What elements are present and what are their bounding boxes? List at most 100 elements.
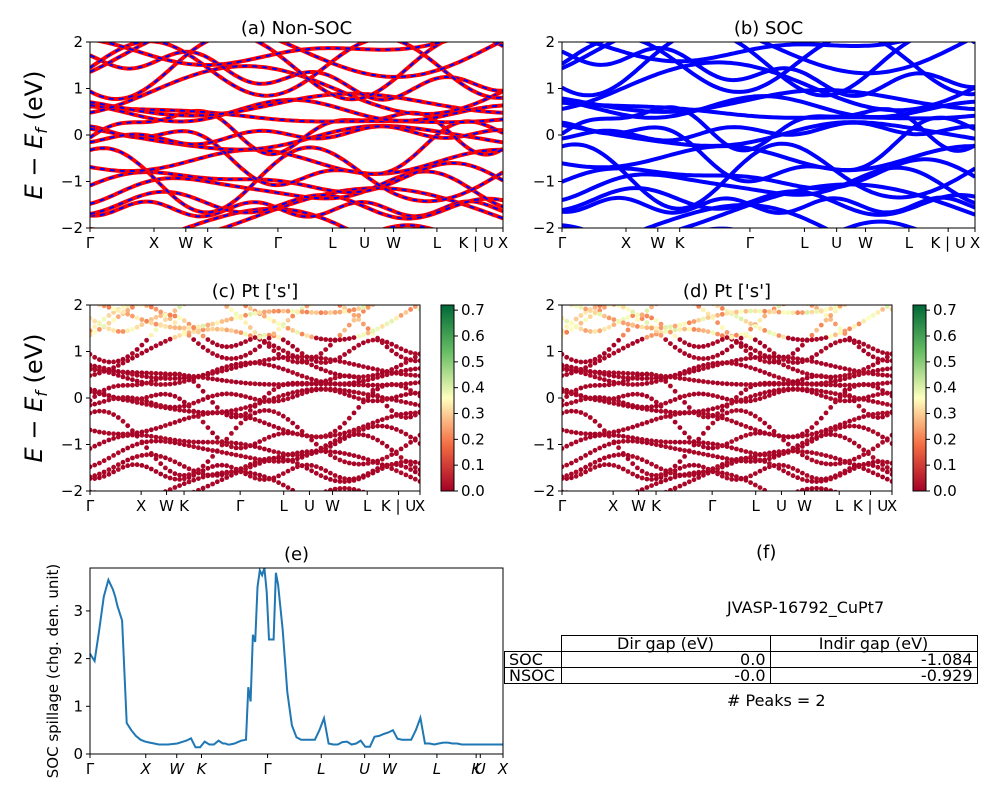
band-point (649, 404, 654, 410)
band-point (842, 387, 848, 393)
band-point (408, 357, 413, 363)
band-point (106, 471, 112, 477)
band-point (593, 505, 598, 510)
band-point (337, 359, 343, 364)
band-point (630, 341, 636, 346)
band-point (635, 376, 640, 381)
c-xtick-label: L (280, 497, 289, 515)
band-point (200, 419, 206, 425)
band-point (616, 337, 621, 343)
band-point (578, 385, 584, 391)
band-point (276, 355, 281, 361)
band-point (583, 365, 588, 370)
band-point (412, 358, 418, 364)
band-point (705, 329, 711, 334)
a-ytick-label: 1 (73, 80, 83, 98)
band-point (271, 387, 277, 393)
band-point (658, 415, 664, 421)
band-point (92, 401, 98, 407)
band-point (856, 344, 862, 350)
band-point (635, 317, 640, 323)
band-point (247, 443, 253, 449)
band-point (734, 398, 739, 404)
band-point (719, 381, 725, 386)
band-point (785, 364, 791, 370)
band-point (313, 359, 319, 364)
band-point (92, 329, 98, 335)
band-point (375, 437, 380, 443)
band-point (304, 375, 310, 380)
band-point (304, 452, 310, 457)
band-point (408, 381, 413, 386)
band-point (880, 350, 885, 355)
band-point (111, 384, 116, 389)
band-point (663, 498, 668, 503)
band-point (276, 335, 281, 340)
band-point (752, 471, 758, 476)
band-point (682, 371, 687, 376)
band-point (738, 362, 744, 368)
band-point (398, 463, 404, 468)
band-point (880, 367, 885, 372)
band-point (620, 345, 626, 351)
c-points (90, 286, 420, 522)
band-point (351, 410, 357, 416)
band-point (97, 441, 102, 447)
band-point (313, 381, 319, 387)
band-point (125, 431, 131, 437)
band-point (342, 459, 347, 465)
band-point (115, 329, 121, 334)
e-xtick-label: L (433, 760, 441, 778)
band-point (625, 381, 631, 387)
band-point (861, 452, 867, 457)
band-point (592, 383, 598, 388)
band-point (101, 369, 107, 374)
band-point (562, 362, 565, 368)
band-point (191, 400, 197, 406)
band-point (673, 296, 678, 301)
band-point (870, 470, 876, 476)
band-point (271, 399, 277, 404)
band-point (597, 376, 603, 381)
band-point (880, 307, 885, 312)
band-point (710, 420, 716, 426)
band-point (776, 305, 782, 309)
band-point (285, 396, 291, 402)
band-point (725, 503, 730, 508)
band-point (724, 441, 730, 447)
band-point (630, 371, 636, 376)
d-title: (d) Pt ['s'] (683, 281, 771, 302)
band-point (663, 337, 669, 342)
band-point (686, 369, 692, 375)
band-point (828, 313, 834, 318)
band-point (148, 427, 154, 433)
band-point (140, 299, 145, 304)
band-point (620, 400, 626, 406)
band-point (370, 373, 376, 378)
band-point (644, 372, 650, 377)
band-point (210, 400, 216, 405)
band-point (771, 309, 777, 315)
band-point (734, 313, 739, 319)
band-point (884, 390, 890, 396)
band-point (134, 454, 140, 459)
band-point (842, 398, 848, 404)
band-point (851, 340, 857, 346)
band-point (394, 517, 399, 522)
band-point (158, 424, 164, 430)
band-point (649, 376, 654, 381)
band-point (738, 447, 744, 453)
band-point (309, 362, 314, 368)
band-point (668, 324, 673, 330)
band-point (252, 311, 258, 316)
band-point (365, 457, 371, 463)
band-point (781, 451, 786, 457)
band-point (130, 377, 135, 383)
band-point (120, 431, 126, 437)
band-line-dashed (99, 42, 447, 66)
band-point (771, 359, 777, 365)
band-point (337, 475, 343, 480)
band-point (866, 460, 871, 466)
band-point (196, 286, 201, 291)
band-point (120, 305, 126, 310)
